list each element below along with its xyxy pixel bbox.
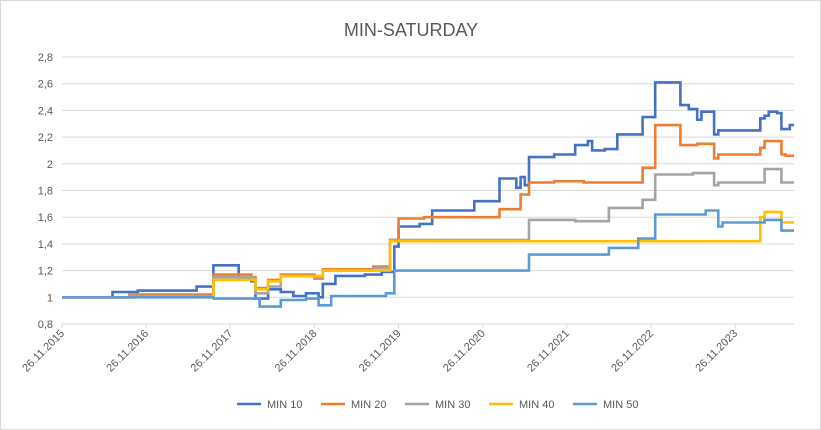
y-tick-label: 0,8 [38, 319, 53, 331]
series-layer [62, 81, 794, 308]
x-tick-label: 26.11.2016 [104, 328, 151, 375]
legend-label-min-10: MIN 10 [267, 399, 302, 411]
y-tick-label: 1 [47, 292, 53, 304]
legend-label-min-20: MIN 20 [351, 399, 386, 411]
y-tick-label: 1,4 [38, 239, 53, 251]
x-tick-label: 26.11.2019 [357, 328, 404, 375]
y-tick-label: 2,6 [38, 79, 53, 91]
grid-layer [62, 56, 794, 325]
legend-label-min-30: MIN 30 [435, 399, 470, 411]
y-tick-label: 1,2 [38, 266, 53, 278]
y-tick-label: 2 [47, 159, 53, 171]
y-tick-label: 2,8 [38, 52, 53, 64]
legend-label-min-50: MIN 50 [603, 399, 638, 411]
x-tick-label: 26.11.2021 [525, 328, 572, 375]
series-line-min-50 [62, 209, 794, 308]
y-tick-label: 2,4 [38, 105, 53, 117]
legend: MIN 10 MIN 20 MIN 30 MIN 40 MIN 50 [237, 399, 638, 411]
series-line-min-30 [62, 167, 794, 299]
y-tick-label: 1,6 [38, 212, 53, 224]
legend-label-min-40: MIN 40 [519, 399, 554, 411]
x-tick-label: 26.11.2020 [441, 328, 488, 375]
y-tick-label: 1,8 [38, 186, 53, 198]
x-tick-label: 26.11.2017 [189, 328, 236, 375]
chart-title: MIN-SATURDAY [344, 20, 478, 40]
x-tick-label: 26.11.2018 [273, 328, 320, 375]
series-line-min-40 [62, 210, 794, 299]
x-tick-label: 26.11.2022 [609, 328, 656, 375]
x-tick-label: 26.11.2023 [693, 328, 740, 375]
y-tick-label: 2,2 [38, 132, 53, 144]
x-tick-label: 26.11.2015 [20, 328, 67, 375]
axis-layer: 0,8 1 1,2 1,4 1,6 1,8 2 2,2 2,4 2,6 2,8 26.11.2015 2… [20, 52, 740, 374]
